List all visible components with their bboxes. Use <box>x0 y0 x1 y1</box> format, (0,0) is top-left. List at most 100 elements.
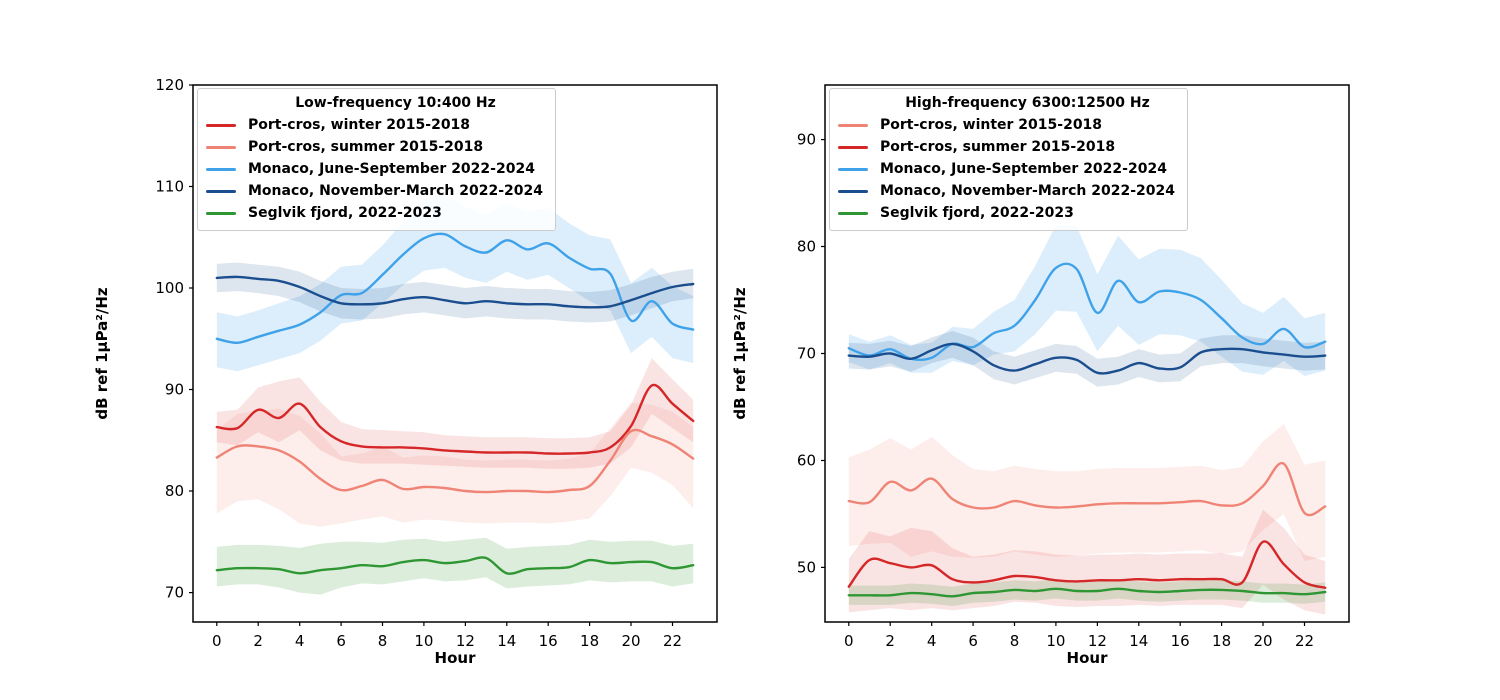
series-line-port-cros-summer-2015-2018 <box>215 428 695 494</box>
legend-right: High-frequency 6300:12500 Hz Port-cros, … <box>829 88 1189 231</box>
series-line-port-cros-summer-2015-2018 <box>847 540 1327 589</box>
y-tick-label: 120 <box>155 76 184 94</box>
legend-line-swatch <box>206 211 236 215</box>
panel-left: 0 2 4 6 8 10 12 14 16 18 20 22 70 80 90 100 110 120 Hour dB… <box>93 76 718 667</box>
legend-line-swatch <box>838 167 868 171</box>
y-axis-label-left: dB ref 1µPa²/Hz <box>93 287 111 420</box>
y-tick-label: 100 <box>155 279 184 297</box>
band-seglvik-fjord-2022-2023 <box>216 537 694 595</box>
legend-entry-port-cros-winter-2015-2018: Port-cros, winter 2015-2018 <box>838 114 1175 136</box>
legend-entries-right: Port-cros, winter 2015-2018 Port-cros, su… <box>838 114 1175 224</box>
x-axis: 0 2 4 6 8 10 12 14 16 18 20 22 <box>844 622 1314 650</box>
legend-entry-label: Monaco, June-September 2022-2024 <box>248 161 535 177</box>
x-tick-label: 2 <box>253 632 263 650</box>
x-tick-label: 6 <box>968 632 978 650</box>
x-tick-label: 16 <box>539 632 558 650</box>
legend-entry-label: Port-cros, winter 2015-2018 <box>248 117 471 133</box>
legend-left: Low-frequency 10:400 Hz Port-cros, winte… <box>197 88 557 231</box>
legend-line-swatch <box>838 123 868 127</box>
x-tick-label: 20 <box>1253 632 1272 650</box>
x-tick-label: 12 <box>1088 632 1107 650</box>
band-port-cros-winter-2015-2018 <box>216 358 694 469</box>
legend-entry-monaco-november-march-2022-2024: Monaco, November-March 2022-2024 <box>838 180 1175 202</box>
band-monaco-june-september-2022-2024 <box>216 193 694 372</box>
legend-line-swatch <box>838 145 868 149</box>
series-line-monaco-june-september-2022-2024 <box>847 262 1327 362</box>
series-line-monaco-november-march-2022-2024 <box>215 275 695 309</box>
legend-line-swatch <box>206 189 236 193</box>
y-axis-label-right: dB ref 1µPa²/Hz <box>731 287 749 420</box>
legend-entry-port-cros-summer-2015-2018: Port-cros, summer 2015-2018 <box>206 136 543 158</box>
x-tick-label: 18 <box>1212 632 1231 650</box>
series-line-port-cros-winter-2015-2018 <box>847 461 1327 517</box>
legend-entry-label: Port-cros, summer 2015-2018 <box>880 139 1116 155</box>
band-monaco-june-september-2022-2024 <box>848 225 1326 376</box>
y-axis: 50 60 70 80 90 <box>797 131 825 576</box>
x-axis-label-left: Hour <box>435 649 477 667</box>
legend-title-left: Low-frequency 10:400 Hz <box>295 95 496 111</box>
x-tick-label: 20 <box>621 632 640 650</box>
legend-entry-label: Port-cros, summer 2015-2018 <box>248 139 484 155</box>
y-tick-label: 80 <box>797 238 816 256</box>
legend-entry-label: Monaco, November-March 2022-2024 <box>880 183 1176 199</box>
legend-line-swatch <box>838 211 868 215</box>
legend-entry-port-cros-winter-2015-2018: Port-cros, winter 2015-2018 <box>206 114 543 136</box>
axes-spines <box>192 84 718 623</box>
y-axis: 70 80 90 100 110 120 <box>155 76 193 602</box>
x-tick-label: 14 <box>1129 632 1148 650</box>
legend-entry-label: Seglvik fjord, 2022-2023 <box>248 205 442 221</box>
legend-entry-port-cros-summer-2015-2018: Port-cros, summer 2015-2018 <box>838 136 1175 158</box>
legend-entry-label: Seglvik fjord, 2022-2023 <box>880 205 1074 221</box>
legend-entries-left: Port-cros, winter 2015-2018 Port-cros, su… <box>206 114 543 224</box>
series-line-port-cros-winter-2015-2018 <box>215 383 695 455</box>
legend-entry-monaco-november-march-2022-2024: Monaco, November-March 2022-2024 <box>206 180 543 202</box>
x-tick-label: 8 <box>378 632 388 650</box>
legend-title-right: High-frequency 6300:12500 Hz <box>905 95 1150 111</box>
x-tick-label: 6 <box>336 632 346 650</box>
band-port-cros-summer-2015-2018 <box>216 402 694 527</box>
y-tick-label: 50 <box>797 558 816 576</box>
legend-entry-label: Monaco, November-March 2022-2024 <box>248 183 544 199</box>
y-tick-label: 80 <box>165 482 184 500</box>
legend-entry-label: Port-cros, winter 2015-2018 <box>880 117 1103 133</box>
band-port-cros-summer-2015-2018 <box>848 509 1326 615</box>
x-tick-label: 8 <box>1010 632 1020 650</box>
x-tick-label: 4 <box>927 632 937 650</box>
y-tick-label: 70 <box>165 584 184 602</box>
y-tick-label: 110 <box>155 178 184 196</box>
series-line-monaco-november-march-2022-2024 <box>847 342 1327 375</box>
legend-line-swatch <box>206 167 236 171</box>
series-line-monaco-june-september-2022-2024 <box>215 232 695 345</box>
legend-entry-monaco-june-september-2022-2024: Monaco, June-September 2022-2024 <box>206 158 543 180</box>
y-tick-label: 60 <box>797 452 816 470</box>
x-tick-label: 2 <box>885 632 895 650</box>
y-tick-label: 90 <box>797 131 816 149</box>
band-port-cros-winter-2015-2018 <box>848 424 1326 561</box>
x-tick-label: 12 <box>456 632 475 650</box>
x-tick-label: 22 <box>663 632 682 650</box>
x-tick-label: 22 <box>1295 632 1314 650</box>
series-line-seglvik-fjord-2022-2023 <box>847 587 1327 598</box>
legend-entry-monaco-june-september-2022-2024: Monaco, June-September 2022-2024 <box>838 158 1175 180</box>
legend-entry-seglvik-fjord-2022-2023: Seglvik fjord, 2022-2023 <box>206 202 543 224</box>
legend-line-swatch <box>838 189 868 193</box>
x-tick-label: 18 <box>580 632 599 650</box>
legend-entry-seglvik-fjord-2022-2023: Seglvik fjord, 2022-2023 <box>838 202 1175 224</box>
x-axis-label-right: Hour <box>1067 649 1109 667</box>
x-tick-label: 0 <box>212 632 222 650</box>
x-tick-label: 10 <box>414 632 433 650</box>
band-monaco-november-march-2022-2024 <box>848 331 1326 387</box>
x-tick-label: 10 <box>1046 632 1065 650</box>
series-line-seglvik-fjord-2022-2023 <box>215 556 695 575</box>
legend-entry-label: Monaco, June-September 2022-2024 <box>880 161 1167 177</box>
x-tick-label: 16 <box>1171 632 1190 650</box>
panel-right: 0 2 4 6 8 10 12 14 16 18 20 22 50 60 70 80 90 Hour dB ref … <box>731 84 1350 667</box>
y-tick-label: 70 <box>797 345 816 363</box>
x-tick-label: 0 <box>844 632 854 650</box>
x-axis: 0 2 4 6 8 10 12 14 16 18 20 22 <box>212 622 682 650</box>
legend-line-swatch <box>206 145 236 149</box>
y-tick-label: 90 <box>165 381 184 399</box>
band-seglvik-fjord-2022-2023 <box>848 579 1326 606</box>
